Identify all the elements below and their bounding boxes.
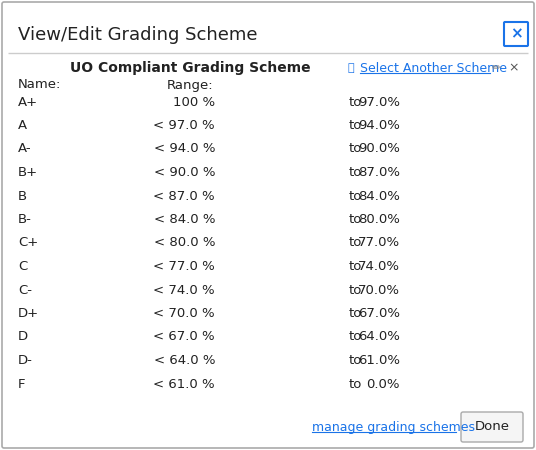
Text: < 64.0 %: < 64.0 % <box>153 354 215 367</box>
Text: to: to <box>348 237 362 249</box>
Text: 🔍: 🔍 <box>348 63 355 73</box>
Text: Name:: Name: <box>18 78 62 91</box>
Text: < 77.0 %: < 77.0 % <box>153 260 215 273</box>
Text: manage grading schemes: manage grading schemes <box>312 422 475 435</box>
FancyBboxPatch shape <box>504 22 528 46</box>
Text: to: to <box>348 284 362 297</box>
Text: to: to <box>348 143 362 156</box>
Text: < 80.0 %: < 80.0 % <box>153 237 215 249</box>
Text: to: to <box>348 354 362 367</box>
Text: < 87.0 %: < 87.0 % <box>153 189 215 202</box>
Text: 100 %: 100 % <box>173 95 215 108</box>
Text: < 94.0 %: < 94.0 % <box>153 143 215 156</box>
Text: F: F <box>18 378 26 391</box>
Text: 74.0%: 74.0% <box>358 260 400 273</box>
Text: to: to <box>348 330 362 343</box>
Text: A-: A- <box>18 143 32 156</box>
Text: A+: A+ <box>18 95 38 108</box>
Text: Range:: Range: <box>167 78 213 91</box>
Text: B-: B- <box>18 213 32 226</box>
Text: to: to <box>348 378 362 391</box>
Text: C-: C- <box>18 284 32 297</box>
Text: D-: D- <box>18 354 33 367</box>
FancyBboxPatch shape <box>461 412 523 442</box>
Text: to: to <box>348 166 362 179</box>
Text: 87.0%: 87.0% <box>358 166 400 179</box>
Text: 64.0%: 64.0% <box>358 330 400 343</box>
Text: 84.0%: 84.0% <box>358 189 400 202</box>
Text: 94.0%: 94.0% <box>358 119 400 132</box>
Text: D: D <box>18 330 28 343</box>
Text: B+: B+ <box>18 166 38 179</box>
Text: < 74.0 %: < 74.0 % <box>153 284 215 297</box>
Text: ×: × <box>508 62 518 75</box>
Text: < 90.0 %: < 90.0 % <box>153 166 215 179</box>
Text: < 67.0 %: < 67.0 % <box>153 330 215 343</box>
Text: B: B <box>18 189 27 202</box>
Text: to: to <box>348 119 362 132</box>
Text: 67.0%: 67.0% <box>358 307 400 320</box>
Text: ×: × <box>510 27 523 41</box>
Text: 77.0%: 77.0% <box>358 237 400 249</box>
Text: to: to <box>348 189 362 202</box>
Text: UO Compliant Grading Scheme: UO Compliant Grading Scheme <box>70 61 310 75</box>
Text: 70.0%: 70.0% <box>358 284 400 297</box>
Text: to: to <box>348 307 362 320</box>
Text: to: to <box>348 213 362 226</box>
Text: ✏: ✏ <box>492 63 501 73</box>
Text: < 84.0 %: < 84.0 % <box>153 213 215 226</box>
Text: 80.0%: 80.0% <box>358 213 400 226</box>
Text: < 61.0 %: < 61.0 % <box>153 378 215 391</box>
Text: 90.0%: 90.0% <box>358 143 400 156</box>
Text: C: C <box>18 260 27 273</box>
Text: < 70.0 %: < 70.0 % <box>153 307 215 320</box>
Text: C+: C+ <box>18 237 38 249</box>
Text: A: A <box>18 119 27 132</box>
Text: 97.0%: 97.0% <box>358 95 400 108</box>
Text: to: to <box>348 95 362 108</box>
Text: D+: D+ <box>18 307 39 320</box>
Text: < 97.0 %: < 97.0 % <box>153 119 215 132</box>
Text: 61.0%: 61.0% <box>358 354 400 367</box>
Text: View/Edit Grading Scheme: View/Edit Grading Scheme <box>18 26 257 44</box>
Text: to: to <box>348 260 362 273</box>
Text: Done: Done <box>474 420 510 433</box>
Text: Select Another Scheme: Select Another Scheme <box>360 62 507 75</box>
Text: 0.0%: 0.0% <box>367 378 400 391</box>
